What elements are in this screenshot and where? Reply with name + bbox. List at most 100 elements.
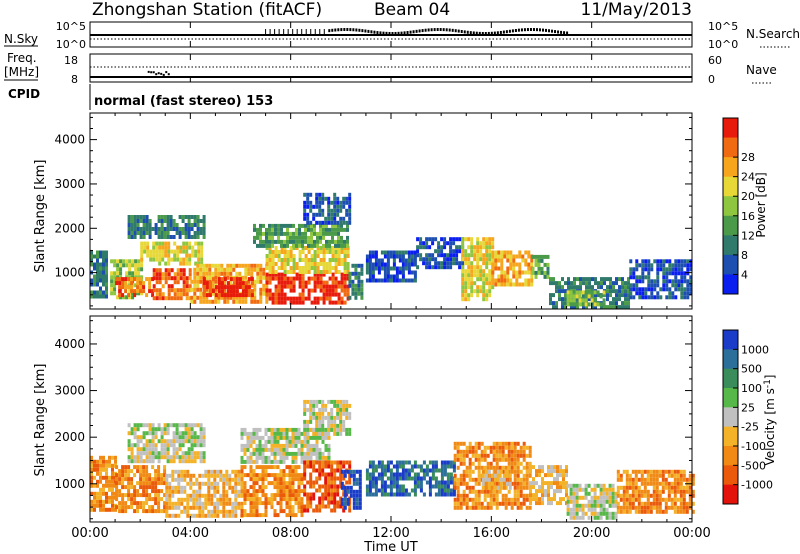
power-cell [196,275,200,280]
noise-dot [454,29,457,33]
velocity-cell [416,480,420,485]
velocity-cell [255,431,259,436]
power-cell [158,280,162,285]
velocity-cell [340,469,344,474]
velocity-cell [516,461,520,466]
velocity-cell [318,407,322,412]
power-cell [277,231,280,236]
power-cell [199,231,203,235]
power-cell [277,300,281,305]
velocity-cell [309,443,313,448]
velocity-cell [614,511,618,516]
velocity-cell [602,499,606,504]
power-cell [549,281,552,286]
velocity-cell [145,447,149,452]
power-cell [407,258,411,263]
power-cell [105,278,108,283]
velocity-cell [634,505,638,510]
velocity-cell [184,423,188,428]
power-cell [461,269,465,274]
velocity-cell [440,476,444,481]
power-cell [458,261,462,266]
velocity-cell [395,480,399,485]
power-cell [339,220,343,225]
power-cell [217,293,221,298]
power-cell [172,235,176,239]
velocity-cell [160,489,164,494]
power-cell [301,280,305,285]
power-cell [461,293,465,298]
velocity-cell [425,464,429,469]
velocity-cell [96,503,99,508]
velocity-cell [300,455,304,460]
power-cell [327,220,331,225]
velocity-cell [330,411,334,416]
velocity-cell [498,489,502,494]
power-cell [166,227,170,231]
power-cell [142,219,146,223]
power-cell [256,263,260,268]
velocity-cell [611,503,615,508]
velocity-cell [468,457,472,462]
velocity-cell [108,459,111,464]
power-cell [307,250,311,254]
power-cell [512,282,516,287]
velocity-cell [513,493,517,498]
power-cell [537,258,541,263]
power-cell [662,287,666,292]
velocity-cell [148,451,152,456]
velocity-cell [584,491,588,496]
power-cell [455,245,459,250]
power-cell [154,231,158,235]
velocity-cell [352,469,356,474]
power-cell [346,272,350,277]
power-cell [431,257,435,262]
power-cell [247,289,251,294]
velocity-cell [691,493,695,498]
power-cell [549,301,552,306]
power-cell [306,204,310,209]
velocity-cell [525,497,529,502]
power-cell [327,212,331,217]
velocity-cell [465,497,469,502]
velocity-cell [148,455,152,460]
freq-label-line1: Freq. [7,51,37,65]
velocity-cell [118,505,122,510]
velocity-cell [312,443,316,448]
power-cell [161,272,165,277]
velocity-cell [264,509,268,514]
power-cell [116,295,120,300]
power-cell [205,285,209,290]
power-cell [683,295,687,300]
velocity-cell [324,427,328,432]
velocity-cell [312,492,316,497]
power-cell [401,270,405,275]
velocity-cell [255,481,259,486]
power-cell [576,297,579,302]
velocity-cell [252,509,256,514]
velocity-cell [294,443,298,448]
velocity-cell [343,489,347,494]
power-cell [549,297,552,302]
power-cell [377,262,381,267]
velocity-cell [510,445,514,450]
velocity-cell [267,465,271,470]
velocity-cell [184,435,188,440]
power-cell [407,250,411,255]
power-cell [491,281,495,286]
velocity-cell [336,399,340,404]
power-cell [163,231,167,235]
velocity-cell [342,407,346,412]
velocity-cell [575,499,579,504]
power-cell [265,283,269,288]
velocity-cell [237,493,241,498]
velocity-cell [312,399,316,404]
velocity-cell [321,492,325,497]
velocity-cell [330,415,334,420]
power-cell [289,246,293,250]
power-cell [105,254,108,259]
velocity-cell [243,485,247,490]
velocity-cell [127,469,131,474]
power-cell [322,254,326,258]
power-cell [343,243,346,248]
